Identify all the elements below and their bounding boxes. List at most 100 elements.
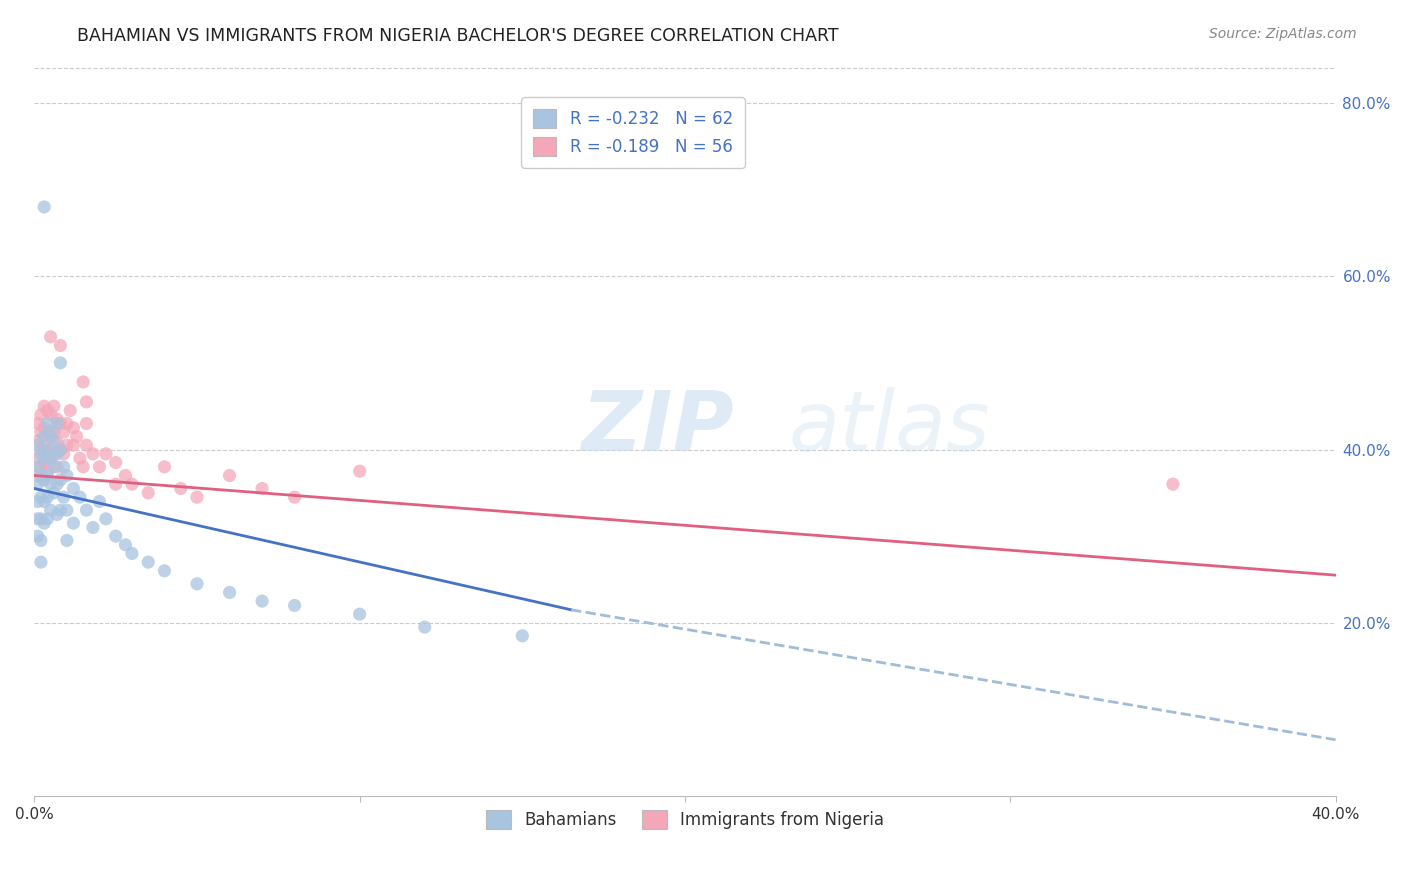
Point	[153, 459, 176, 474]
Point	[42, 485, 65, 500]
Point	[52, 447, 75, 461]
Point	[27, 529, 49, 543]
Point	[56, 417, 79, 431]
Point	[37, 444, 59, 458]
Point	[349, 464, 371, 478]
Point	[37, 490, 59, 504]
Point	[49, 473, 72, 487]
Point	[510, 629, 533, 643]
Point	[27, 417, 49, 431]
Point	[69, 451, 91, 466]
Point	[37, 464, 59, 478]
Point	[62, 516, 84, 530]
Text: ZIP: ZIP	[581, 387, 734, 468]
Point	[42, 434, 65, 448]
Point	[32, 516, 55, 530]
Point	[82, 447, 104, 461]
Point	[30, 459, 52, 474]
Point	[42, 399, 65, 413]
Point	[30, 555, 52, 569]
Point	[56, 468, 79, 483]
Point	[170, 482, 193, 496]
Point	[39, 425, 62, 440]
Point	[39, 330, 62, 344]
Point	[49, 442, 72, 457]
Point	[37, 417, 59, 431]
Point	[284, 599, 307, 613]
Text: atlas: atlas	[789, 387, 991, 468]
Point	[30, 468, 52, 483]
Point	[39, 503, 62, 517]
Point	[114, 538, 136, 552]
Point	[49, 338, 72, 352]
Point	[30, 447, 52, 461]
Point	[49, 417, 72, 431]
Point	[37, 512, 59, 526]
Point	[46, 459, 69, 474]
Point	[32, 451, 55, 466]
Point	[37, 403, 59, 417]
Point	[32, 429, 55, 443]
Point	[27, 459, 49, 474]
Point	[32, 399, 55, 413]
Point	[30, 425, 52, 440]
Point	[104, 456, 127, 470]
Point	[89, 494, 111, 508]
Point	[59, 403, 82, 417]
Point	[32, 494, 55, 508]
Point	[62, 438, 84, 452]
Point	[42, 447, 65, 461]
Point	[186, 490, 208, 504]
Point	[250, 482, 273, 496]
Point	[32, 421, 55, 435]
Text: BAHAMIAN VS IMMIGRANTS FROM NIGERIA BACHELOR'S DEGREE CORRELATION CHART: BAHAMIAN VS IMMIGRANTS FROM NIGERIA BACH…	[77, 27, 839, 45]
Point	[49, 503, 72, 517]
Point	[46, 447, 69, 461]
Point	[30, 490, 52, 504]
Point	[52, 459, 75, 474]
Point	[49, 356, 72, 370]
Point	[349, 607, 371, 621]
Point	[52, 425, 75, 440]
Legend: Bahamians, Immigrants from Nigeria: Bahamians, Immigrants from Nigeria	[479, 803, 890, 836]
Point	[94, 512, 117, 526]
Point	[104, 529, 127, 543]
Point	[27, 434, 49, 448]
Point	[32, 438, 55, 452]
Point	[37, 442, 59, 457]
Point	[30, 533, 52, 548]
Point	[121, 546, 143, 560]
Point	[32, 200, 55, 214]
Point	[114, 468, 136, 483]
Point	[153, 564, 176, 578]
Point	[72, 375, 94, 389]
Point	[1161, 477, 1184, 491]
Point	[32, 456, 55, 470]
Point	[32, 473, 55, 487]
Point	[62, 421, 84, 435]
Point	[82, 520, 104, 534]
Point	[69, 490, 91, 504]
Point	[94, 447, 117, 461]
Point	[56, 438, 79, 452]
Point	[30, 442, 52, 457]
Point	[66, 429, 89, 443]
Point	[42, 459, 65, 474]
Point	[46, 412, 69, 426]
Point	[413, 620, 436, 634]
Point	[89, 459, 111, 474]
Point	[186, 576, 208, 591]
Point	[30, 408, 52, 422]
Point	[46, 508, 69, 522]
Point	[27, 468, 49, 483]
Point	[39, 408, 62, 422]
Point	[37, 425, 59, 440]
Point	[49, 442, 72, 457]
Point	[136, 555, 159, 569]
Point	[75, 503, 97, 517]
Point	[46, 417, 69, 431]
Point	[284, 490, 307, 504]
Point	[27, 438, 49, 452]
Point	[75, 417, 97, 431]
Point	[52, 490, 75, 504]
